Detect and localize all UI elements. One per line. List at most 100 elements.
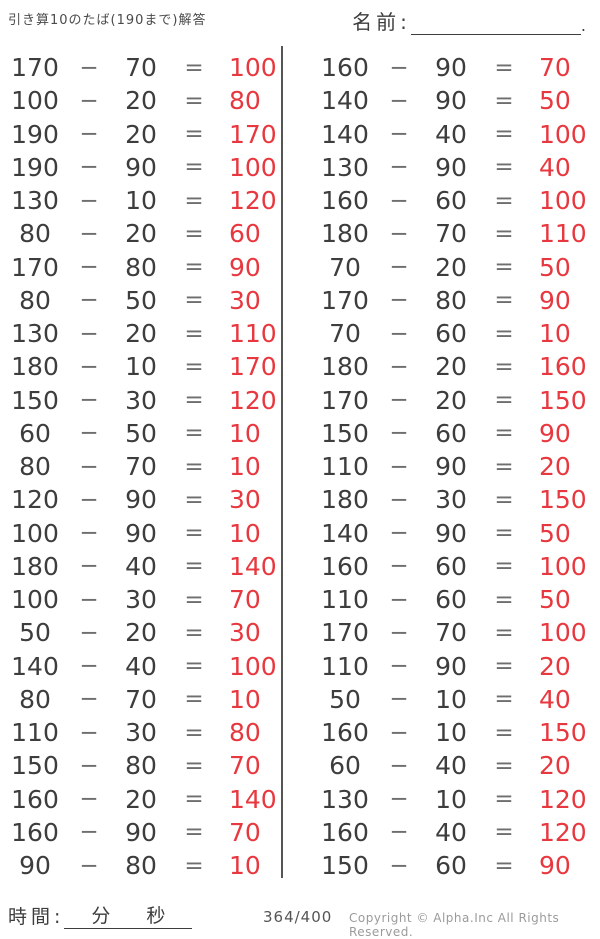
minuend: 170 (321, 618, 369, 648)
equation-row: 150−80 = 70 (4, 749, 272, 782)
equation-row: 90 −80 = 10 (4, 849, 272, 882)
minuend: 170 (321, 385, 369, 415)
minus-sign: − (79, 520, 99, 547)
subtrahend: 70 (125, 452, 157, 482)
equals-sign: = (184, 619, 204, 646)
answer: 120 (539, 817, 587, 847)
minus-sign: − (79, 619, 99, 646)
minuend: 160 (321, 53, 369, 83)
equation-row: 180−70 = 110 (314, 217, 587, 250)
subtrahend: 20 (125, 219, 157, 249)
answer: 20 (539, 452, 571, 482)
equals-sign: = (494, 619, 514, 646)
equation-row: 140−40 = 100 (314, 118, 587, 151)
equation-row: 190−20 = 170 (4, 118, 277, 151)
subtrahend: 20 (125, 319, 157, 349)
minus-sign: − (79, 287, 99, 314)
equals-sign: = (184, 486, 204, 513)
equals-sign: = (184, 353, 204, 380)
equation-row: 170−20 = 150 (314, 384, 587, 417)
minus-sign: − (389, 486, 409, 513)
answer: 50 (539, 86, 571, 116)
minus-sign: − (389, 786, 409, 813)
answer: 150 (539, 485, 587, 515)
equals-sign: = (494, 719, 514, 746)
subtrahend: 10 (435, 718, 467, 748)
subtrahend: 90 (125, 518, 157, 548)
equation-row: 170−80 = 90 (314, 284, 582, 317)
answer: 90 (229, 252, 261, 282)
answer: 100 (539, 618, 587, 648)
answer: 40 (539, 152, 571, 182)
equation-row: 180−20 = 160 (314, 350, 587, 383)
subtrahend: 60 (435, 319, 467, 349)
equation-row: 160−90 = 70 (314, 51, 582, 84)
equation-row: 130−90 = 40 (314, 151, 582, 184)
minus-sign: − (389, 287, 409, 314)
answer: 60 (229, 219, 261, 249)
equals-sign: = (494, 786, 514, 813)
answer: 170 (229, 119, 277, 149)
subtrahend: 90 (435, 452, 467, 482)
subtrahend: 60 (435, 551, 467, 581)
equals-sign: = (184, 819, 204, 846)
equation-row: 140−90 = 50 (314, 84, 582, 117)
equation-row: 180−10 = 170 (4, 350, 277, 383)
equals-sign: = (184, 287, 204, 314)
equation-row: 110−60 = 50 (314, 583, 582, 616)
answer: 140 (229, 551, 277, 581)
equals-sign: = (184, 154, 204, 181)
equals-sign: = (494, 520, 514, 547)
answer: 40 (539, 684, 571, 714)
minuend: 170 (11, 53, 59, 83)
minus-sign: − (389, 586, 409, 613)
subtrahend: 10 (435, 684, 467, 714)
equals-sign: = (184, 686, 204, 713)
answer: 50 (539, 585, 571, 615)
minuend: 100 (11, 86, 59, 116)
minuend: 80 (19, 452, 51, 482)
subtrahend: 70 (125, 684, 157, 714)
minus-sign: − (79, 653, 99, 680)
answer: 100 (229, 651, 277, 681)
answer: 140 (229, 784, 277, 814)
minus-sign: − (79, 387, 99, 414)
subtrahend: 90 (125, 485, 157, 515)
equation-row: 140−40 = 100 (4, 650, 277, 683)
minus-sign: − (389, 453, 409, 480)
minus-sign: − (79, 852, 99, 879)
minuend: 100 (11, 518, 59, 548)
equals-sign: = (494, 54, 514, 81)
answer: 80 (229, 86, 261, 116)
equation-row: 170−70 = 100 (314, 616, 587, 649)
minuend: 130 (11, 319, 59, 349)
subtrahend: 90 (435, 86, 467, 116)
subtrahend: 90 (125, 817, 157, 847)
subtrahend: 40 (435, 817, 467, 847)
minus-sign: − (79, 719, 99, 746)
minuend: 170 (321, 285, 369, 315)
subtrahend: 80 (435, 285, 467, 315)
answer: 100 (229, 53, 277, 83)
answer: 110 (539, 219, 587, 249)
minus-sign: − (389, 752, 409, 779)
equation-row: 50 −10 = 40 (314, 683, 582, 716)
answer: 50 (539, 518, 571, 548)
minus-sign: − (389, 819, 409, 846)
minus-sign: − (389, 520, 409, 547)
minuend: 160 (321, 551, 369, 581)
minus-sign: − (79, 54, 99, 81)
minus-sign: − (79, 220, 99, 247)
minuend: 120 (11, 485, 59, 515)
equals-sign: = (184, 653, 204, 680)
minuend: 80 (19, 285, 51, 315)
subtrahend: 60 (435, 585, 467, 615)
equals-sign: = (494, 254, 514, 281)
minuend: 160 (11, 784, 59, 814)
minus-sign: − (79, 121, 99, 148)
equation-row: 120−90 = 30 (4, 483, 272, 516)
equation-row: 150−60 = 90 (314, 849, 582, 882)
equals-sign: = (494, 553, 514, 580)
equation-row: 80 −50 = 30 (4, 284, 272, 317)
equals-sign: = (494, 121, 514, 148)
